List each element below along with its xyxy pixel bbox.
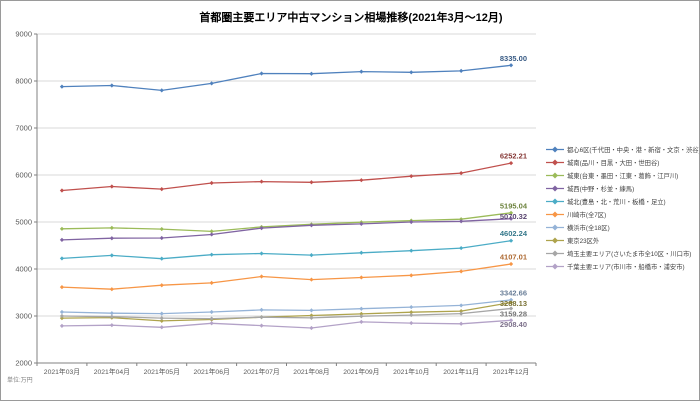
svg-text:3288.13: 3288.13 — [500, 299, 527, 308]
legend-marker-icon — [546, 211, 564, 218]
legend: 都心6区(千代田・中央・港・新宿・文京・渋谷) 城南(品川・目黒・大田・世田谷) 城… — [546, 143, 700, 273]
svg-text:9000: 9000 — [15, 30, 32, 39]
svg-text:3000: 3000 — [15, 312, 32, 321]
svg-text:5070.32: 5070.32 — [500, 212, 527, 221]
legend-item: 城西(中野・杉並・練馬) — [546, 182, 699, 195]
svg-text:2021年06月: 2021年06月 — [194, 367, 230, 376]
legend-label: 都心6区(千代田・中央・港・新宿・文京・渋谷) — [567, 147, 700, 154]
legend-item: 都心6区(千代田・中央・港・新宿・文京・渋谷) — [546, 143, 700, 156]
legend-marker-icon — [546, 159, 564, 166]
legend-item: 城東(台東・墨田・江東・葛飾・江戸川) — [546, 169, 699, 182]
legend-marker-icon — [546, 237, 564, 244]
legend-item: 川崎市(全7区) — [546, 208, 699, 221]
legend-marker-icon — [546, 224, 564, 231]
legend-marker-icon — [546, 263, 564, 270]
svg-text:2908.40: 2908.40 — [500, 320, 527, 329]
svg-text:2021年08月: 2021年08月 — [293, 367, 329, 376]
svg-text:6000: 6000 — [15, 171, 32, 180]
svg-text:4107.01: 4107.01 — [500, 252, 527, 261]
legend-marker-icon — [546, 172, 564, 179]
unit-note: 単位:万円 — [7, 378, 33, 384]
legend-item: 東京23区外 — [546, 234, 699, 247]
svg-text:8000: 8000 — [15, 77, 32, 86]
legend-marker-icon — [546, 198, 564, 205]
svg-text:6252.21: 6252.21 — [500, 152, 527, 161]
svg-text:2000: 2000 — [15, 359, 32, 368]
svg-text:2021年10月: 2021年10月 — [393, 367, 429, 376]
svg-text:2021年03月: 2021年03月 — [44, 367, 80, 376]
legend-marker-icon — [546, 146, 564, 153]
svg-text:3159.28: 3159.28 — [500, 309, 527, 318]
legend-label: 城東(台東・墨田・江東・葛飾・江戸川) — [567, 173, 679, 180]
svg-text:7000: 7000 — [15, 124, 32, 133]
svg-text:5000: 5000 — [15, 218, 32, 227]
svg-text:2021年09月: 2021年09月 — [343, 367, 379, 376]
chart-title: 首都圏主要エリア中古マンション相場推移(2021年3月～12月) — [199, 12, 503, 24]
legend-label: 横浜市(全18区) — [567, 225, 610, 232]
legend-item: 城南(品川・目黒・大田・世田谷) — [546, 156, 699, 169]
legend-label: 埼玉主要エリア(さいたま市全10区・川口市) — [567, 251, 692, 258]
legend-label: 千葉主要エリア(市川市・船橋市・浦安市) — [567, 264, 685, 271]
svg-text:2021年11月: 2021年11月 — [443, 367, 479, 376]
legend-marker-icon — [546, 250, 564, 257]
legend-label: 城西(中野・杉並・練馬) — [567, 186, 635, 193]
svg-text:8335.00: 8335.00 — [500, 54, 527, 63]
legend-item: 埼玉主要エリア(さいたま市全10区・川口市) — [546, 247, 699, 260]
svg-text:2021年04月: 2021年04月 — [94, 367, 130, 376]
legend-label: 城南(品川・目黒・大田・世田谷) — [567, 160, 660, 167]
legend-item: 横浜市(全18区) — [546, 221, 699, 234]
svg-text:4000: 4000 — [15, 265, 32, 274]
svg-text:2021年05月: 2021年05月 — [144, 367, 180, 376]
legend-label: 東京23区外 — [567, 238, 600, 245]
svg-text:2021年07月: 2021年07月 — [243, 367, 279, 376]
legend-item: 千葉主要エリア(市川市・船橋市・浦安市) — [546, 260, 699, 273]
svg-text:2021年12月: 2021年12月 — [493, 367, 529, 376]
legend-item: 城北(豊島・北・荒川・板橋・足立) — [546, 195, 699, 208]
svg-text:4602.24: 4602.24 — [500, 229, 528, 238]
legend-label: 川崎市(全7区) — [567, 212, 607, 219]
legend-label: 城北(豊島・北・荒川・板橋・足立) — [567, 199, 666, 206]
svg-text:5195.04: 5195.04 — [500, 201, 528, 210]
svg-text:3342.66: 3342.66 — [500, 288, 527, 297]
legend-marker-icon — [546, 185, 564, 192]
